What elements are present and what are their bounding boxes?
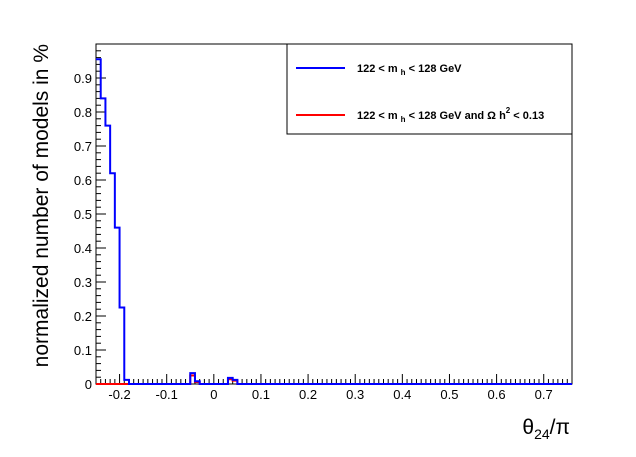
x-axis-title-tail: /π bbox=[550, 416, 570, 439]
x-tick-label: 0.4 bbox=[393, 387, 411, 402]
y-tick-label: 0.6 bbox=[74, 173, 92, 188]
x-tick-label: 0.2 bbox=[299, 387, 317, 402]
x-tick-label: -0.1 bbox=[155, 387, 177, 402]
y-tick-label: 0.2 bbox=[74, 309, 92, 324]
y-tick-label: 0.1 bbox=[74, 343, 92, 358]
x-axis-title-sub: 24 bbox=[534, 426, 550, 442]
x-tick-label: 0.7 bbox=[535, 387, 553, 402]
legend-entry-blue-sub: h bbox=[401, 68, 406, 77]
x-axis-title: θ24/π bbox=[522, 416, 570, 442]
x-tick-label: 0.3 bbox=[346, 387, 364, 402]
x-tick-labels: -0.2 -0.1 0 0.1 0.2 0.3 0.4 0.5 0.6 0.7 bbox=[108, 387, 552, 402]
legend-entry-red-b: < 128 GeV and Ω h bbox=[406, 110, 507, 122]
x-axis-ticks bbox=[95, 374, 573, 384]
x-tick-label: 0 bbox=[210, 387, 217, 402]
legend-entry-red-sup: 2 bbox=[506, 106, 511, 115]
x-tick-label: 0.5 bbox=[440, 387, 458, 402]
y-tick-label: 0 bbox=[85, 377, 92, 392]
y-tick-label: 0.7 bbox=[74, 139, 92, 154]
legend-box bbox=[286, 43, 573, 135]
y-tick-label: 0.9 bbox=[74, 71, 92, 86]
y-tick-label: 0.5 bbox=[74, 207, 92, 222]
x-tick-label: 0.1 bbox=[252, 387, 270, 402]
y-tick-label: 0.4 bbox=[74, 241, 92, 256]
legend-entry-red-sub: h bbox=[401, 115, 406, 124]
legend-entry-blue-a: 122 < m bbox=[357, 63, 398, 75]
y-tick-labels: 0 0.1 0.2 0.3 0.4 0.5 0.6 0.7 0.8 0.9 bbox=[74, 71, 92, 392]
x-tick-label: 0.6 bbox=[488, 387, 506, 402]
histogram-series-blue bbox=[96, 58, 572, 385]
x-axis-title-main: θ bbox=[522, 416, 534, 439]
x-tick-label: -0.2 bbox=[108, 387, 130, 402]
histogram-series-red bbox=[96, 374, 572, 385]
legend-entry-red-a: 122 < m bbox=[357, 110, 398, 122]
legend-entry-red-c: < 0.13 bbox=[510, 110, 544, 122]
y-tick-label: 0.8 bbox=[74, 105, 92, 120]
y-tick-label: 0.3 bbox=[74, 275, 92, 290]
y-axis-title: normalized number of models in % bbox=[30, 44, 53, 367]
legend-entry-blue-b: < 128 GeV bbox=[406, 63, 463, 75]
series-layer bbox=[96, 58, 572, 385]
